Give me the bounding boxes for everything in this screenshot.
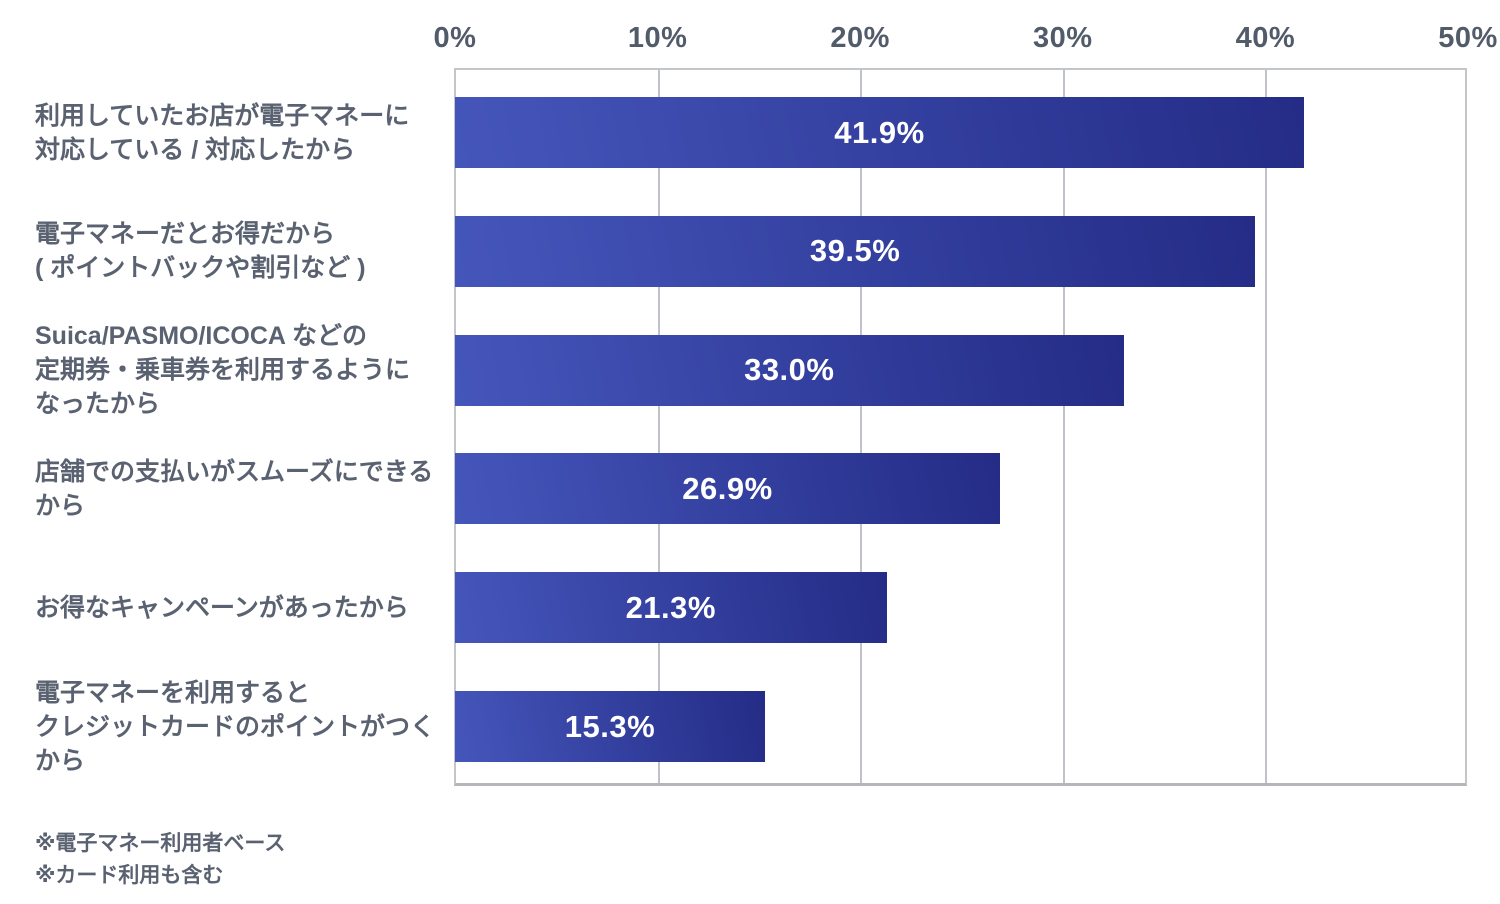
category-label: 店舗での支払いがスムーズにできる から (35, 457, 434, 520)
x-tick-label: 50% (1438, 22, 1498, 54)
bar-value-label: 15.3% (564, 708, 656, 744)
plot-area (454, 68, 1467, 786)
category-label: 電子マネーだとお得だから ( ポイントバックや割引など ) (35, 220, 366, 283)
category-label: Suica/PASMO/ICOCA などの 定期券・乗車券を利用するように なっ… (35, 322, 411, 419)
x-tick-label: 10% (627, 22, 688, 54)
bar-value-label: 41.9% (834, 114, 925, 150)
bar: 15.3% (455, 691, 765, 762)
bar: 33.0% (455, 334, 1124, 406)
grid-line (1062, 70, 1065, 783)
bar-value-label: 39.5% (809, 233, 901, 269)
grid-line (1265, 70, 1268, 783)
bar-value-label: 33.0% (744, 352, 835, 388)
footnote-base: ※電子マネー利用者ベース (35, 832, 286, 855)
x-tick-label: 30% (1033, 22, 1093, 54)
bar-value-label: 26.9% (682, 470, 773, 506)
x-tick-label: 20% (830, 22, 890, 54)
grid-line (860, 70, 863, 783)
footnotes: ※電子マネー利用者ベース ※カード利用も含む (35, 828, 285, 892)
bar: 39.5% (455, 215, 1256, 287)
bar-value-label: 21.3% (625, 589, 716, 625)
x-tick-label: 0% (433, 22, 477, 54)
x-tick-label: 40% (1235, 22, 1296, 54)
category-label: お得なキャンペーンがあったから (35, 593, 409, 622)
footnote-card: ※カード利用も含む (35, 864, 224, 887)
category-label: 利用していたお店が電子マネーに 対応している / 対応したから (35, 101, 410, 164)
bar: 41.9% (455, 97, 1304, 168)
bar: 21.3% (455, 572, 887, 644)
bar: 26.9% (455, 453, 1000, 525)
category-label: 電子マネーを利用すると クレジットカードのポイントがつくから (35, 678, 436, 775)
grid-line (657, 70, 660, 783)
